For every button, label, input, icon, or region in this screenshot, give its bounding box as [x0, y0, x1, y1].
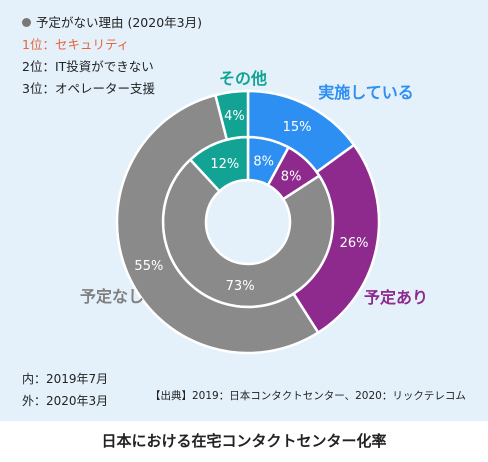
- legend-rank-3: 3位：オペレーター支援: [22, 81, 155, 96]
- legend-rank-1: 1位：セキュリティ: [22, 37, 130, 52]
- category-label-1: 予定あり: [364, 288, 428, 307]
- legend-rank-2: 2位：IT投資ができない: [22, 59, 154, 74]
- inner-ring-value-label-1: 8%: [281, 169, 302, 184]
- inner-ring-value-label-0: 8%: [253, 154, 274, 169]
- outer-ring-slice-2: [115, 93, 320, 355]
- reasons-legend: 予定がない理由 (2020年3月) 1位：セキュリティ 2位：IT投資ができない…: [22, 12, 202, 100]
- bullet-icon: [22, 18, 31, 27]
- outer-ring-value-label-0: 15%: [283, 120, 312, 135]
- legend-heading: 予定がない理由 (2020年3月): [22, 12, 202, 34]
- figure-caption: 日本における在宅コンタクトセンター化率: [101, 432, 387, 450]
- outer-ring-note: 外：2020年3月: [22, 394, 109, 408]
- chart-panel: 予定がない理由 (2020年3月) 1位：セキュリティ 2位：IT投資ができない…: [0, 0, 488, 421]
- source-note: 【出典】2019：日本コンタクトセンター、2020：リックテレコム: [150, 390, 466, 402]
- outer-ring-slice-3: [213, 89, 250, 142]
- category-label-2: 予定なし: [80, 287, 144, 306]
- legend-heading-text: 予定がない理由 (2020年3月): [36, 15, 202, 30]
- outer-ring-value-label-1: 26%: [340, 236, 369, 251]
- category-label-0: 実施している: [318, 83, 414, 102]
- outer-ring-value-label-3: 4%: [224, 109, 245, 124]
- category-label-3: その他: [219, 69, 267, 88]
- inner-ring-note: 内：2019年7月: [22, 372, 109, 386]
- inner-ring-value-label-2: 73%: [226, 279, 255, 294]
- ring-notes: 内：2019年7月 外：2020年3月: [22, 368, 108, 412]
- outer-ring-value-label-2: 55%: [134, 259, 163, 274]
- inner-ring-value-label-3: 12%: [210, 157, 239, 172]
